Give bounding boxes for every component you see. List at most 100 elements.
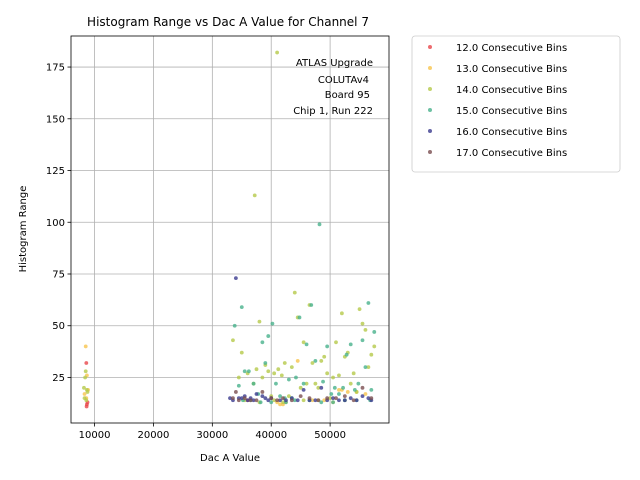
data-point — [270, 321, 275, 326]
data-point — [304, 342, 309, 347]
series-1-points — [84, 361, 250, 409]
data-point — [266, 398, 271, 403]
data-point — [252, 193, 257, 198]
data-point — [372, 344, 377, 349]
data-point — [325, 396, 330, 401]
data-point — [260, 394, 265, 398]
data-point — [82, 385, 86, 390]
data-point — [313, 359, 318, 363]
data-point — [242, 396, 247, 401]
data-point — [360, 338, 365, 343]
data-point — [319, 400, 324, 405]
data-point — [84, 361, 89, 365]
data-point — [298, 394, 303, 398]
data-point — [260, 390, 265, 394]
data-point — [231, 338, 235, 343]
data-point — [363, 365, 368, 370]
data-point — [246, 369, 251, 374]
data-point — [236, 383, 241, 388]
series-2-points — [82, 344, 368, 407]
data-point — [266, 334, 271, 338]
x-axis-label: Dac A Value — [200, 453, 260, 464]
data-point — [84, 398, 89, 403]
data-point — [239, 396, 244, 401]
data-point — [363, 327, 368, 332]
data-point — [239, 350, 244, 355]
data-point — [345, 390, 350, 394]
data-point — [348, 381, 353, 386]
data-point — [357, 307, 362, 312]
data-point — [260, 375, 265, 380]
legend-marker — [428, 87, 432, 91]
data-point — [281, 396, 285, 401]
legend-marker — [428, 66, 432, 70]
data-point — [298, 385, 303, 390]
data-point — [332, 385, 337, 390]
data-point — [263, 396, 268, 401]
data-point — [309, 303, 314, 307]
x-tick-label: 50000 — [314, 430, 346, 441]
data-point — [269, 396, 274, 401]
series-3-points — [82, 50, 377, 405]
data-point — [328, 396, 333, 401]
data-point — [369, 396, 374, 401]
data-point — [263, 361, 268, 365]
y-axis-label: Histogram Range — [18, 186, 29, 273]
data-point — [254, 367, 259, 372]
data-point — [284, 398, 288, 403]
data-point — [294, 375, 298, 380]
y-axis-ticks: 25 50 75 100 125 150 175 — [46, 63, 71, 384]
data-point — [360, 385, 365, 390]
data-point — [83, 344, 88, 349]
data-point — [331, 396, 335, 401]
data-point — [316, 398, 321, 403]
data-point — [351, 398, 356, 403]
data-point — [352, 387, 357, 392]
data-point — [337, 387, 341, 392]
data-point — [316, 385, 321, 390]
data-point — [341, 385, 345, 390]
data-point — [369, 352, 374, 357]
annotation-line-1: ATLAS Upgrade — [296, 58, 373, 69]
data-point — [337, 373, 341, 378]
x-axis-ticks: 10000 20000 30000 40000 50000 — [79, 423, 346, 441]
data-point — [351, 371, 356, 376]
data-point — [84, 404, 89, 409]
legend-label: 12.0 Consecutive Bins — [456, 43, 567, 54]
data-point — [337, 392, 341, 396]
data-point — [301, 340, 306, 345]
series-4-points — [232, 222, 377, 405]
data-point — [319, 359, 324, 363]
data-point — [342, 394, 347, 398]
data-point — [274, 381, 278, 386]
data-point — [292, 398, 297, 403]
data-point — [281, 400, 285, 405]
data-point — [278, 394, 282, 398]
data-point — [297, 315, 302, 320]
x-tick-label: 20000 — [138, 430, 170, 441]
data-point — [301, 381, 306, 386]
data-point — [354, 398, 359, 403]
legend-label: 14.0 Consecutive Bins — [456, 85, 567, 96]
data-points — [82, 50, 377, 409]
data-point — [254, 398, 259, 403]
data-point — [317, 222, 322, 227]
data-point — [236, 398, 241, 403]
y-tick-label: 50 — [52, 321, 65, 332]
data-point — [239, 305, 244, 310]
data-point — [278, 398, 282, 403]
data-point — [272, 371, 277, 376]
series-6-points — [231, 385, 374, 403]
data-point — [278, 402, 282, 407]
data-point — [83, 375, 88, 380]
data-point — [301, 387, 306, 392]
data-point — [260, 340, 265, 345]
data-point — [369, 387, 374, 392]
data-point — [337, 398, 341, 403]
x-tick-label: 30000 — [196, 430, 228, 441]
data-point — [272, 398, 277, 403]
data-point — [248, 398, 253, 403]
data-point — [360, 394, 365, 398]
data-point — [310, 398, 315, 403]
annotation-line-4: Chip 1, Run 222 — [293, 106, 373, 117]
